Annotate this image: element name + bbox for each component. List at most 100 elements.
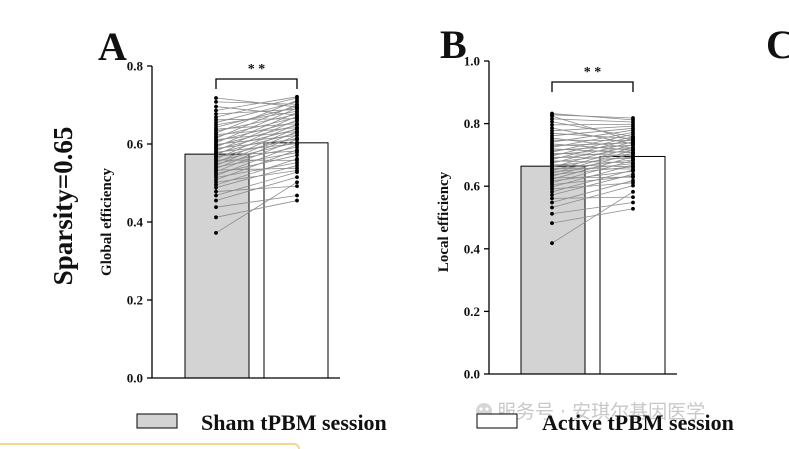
row-label: Sparsity=0.65 — [48, 127, 78, 286]
panel-b-pair-line — [551, 160, 634, 164]
panel-a-dot-sham — [214, 183, 218, 187]
panel-b-dot-active — [631, 175, 635, 180]
panel-b-pair-line — [551, 144, 634, 168]
panel-b-dot-sham — [550, 200, 554, 205]
panel-b-pair-line — [551, 167, 634, 170]
panel-b-dot-sham — [550, 196, 554, 201]
panel-b-dot-active — [631, 160, 635, 165]
panel-a-significance-stars: * * — [248, 62, 266, 77]
panel-a-dot-sham — [214, 104, 218, 109]
panel-a-pair-line — [215, 123, 298, 130]
panel-a-pair-line — [215, 167, 298, 171]
panel-a: A Global efficiency 0.0 0.2 0.4 0.6 0.8 * * — [98, 24, 340, 386]
panel-a-pair-line — [215, 97, 298, 108]
panel-b-dot-active — [631, 153, 635, 158]
panel-a-pair-line — [215, 123, 298, 160]
panel-b-dot-sham — [550, 122, 554, 127]
panel-a-y-tick-label: 0.0 — [127, 371, 143, 386]
panel-b-pair-line — [551, 141, 634, 164]
panel-b-pair-line — [551, 182, 634, 190]
panel-b-pair-line — [551, 152, 634, 156]
panel-b-dot-active — [631, 195, 635, 200]
panel-b-y-tick-label: 0.0 — [464, 367, 480, 382]
panel-b-pair-line — [551, 121, 634, 138]
panel-a-pair-line — [215, 119, 298, 156]
panel-b-pair-line — [551, 148, 634, 154]
panel-a-pair-line — [215, 127, 298, 164]
panel-a-pair-line — [215, 135, 298, 145]
panel-b-pair-line — [551, 163, 634, 173]
panel-b-pair-line — [551, 185, 634, 208]
panel-a-pair-line — [215, 97, 298, 118]
panel-a-pair-line — [215, 170, 298, 183]
panel-a-pair-line — [215, 195, 298, 208]
panel-b-y-tick-label: 0.8 — [464, 116, 481, 131]
panel-a-dot-active — [295, 133, 299, 138]
panel-b-dot-sham — [550, 205, 554, 210]
legend-swatch-active — [476, 413, 518, 429]
panel-a-dot-sham — [214, 120, 218, 125]
panel-b-pair-line — [551, 127, 634, 145]
panel-b-pair-line — [551, 118, 634, 123]
panel-a-pair-line — [215, 181, 298, 234]
panel-b-dot-active — [631, 134, 635, 139]
panel-b-pair-line — [551, 138, 634, 160]
panel-a-dot-active — [295, 175, 299, 180]
panel-a-pair-line — [215, 131, 298, 141]
panel-b-y-tick-label: 0.6 — [464, 179, 481, 194]
panel-b-pair-line — [551, 147, 634, 172]
panel-c-label: C — [766, 22, 789, 67]
wechat-icon-eye-right — [485, 407, 489, 411]
legend-label-active: Active tPBM session — [542, 410, 734, 435]
panel-b-dot-sham — [550, 119, 554, 124]
panel-b-dot-sham — [550, 117, 554, 121]
panel-b-dot-sham — [550, 241, 554, 246]
panel-a-pair-line — [215, 154, 298, 175]
panel-a-significance-bracket — [215, 78, 298, 89]
panel-a-dot-active — [295, 184, 299, 189]
panel-a-pair-line — [215, 171, 298, 196]
panel-b-y-tick-label: 0.2 — [464, 304, 480, 319]
panel-a-dot-active — [295, 105, 299, 109]
panel-b-pair-line — [551, 159, 634, 171]
legend-label-sham: Sham tPBM session — [201, 410, 387, 435]
panel-a-pair-line — [215, 200, 298, 218]
panel-a-dot-active — [295, 198, 299, 203]
panel-a-y-tick-label: 0.4 — [127, 215, 144, 230]
panel-b-pair-line — [551, 156, 634, 160]
panel-a-pair-line — [215, 106, 298, 116]
panel-a-dot-sham — [214, 215, 218, 220]
panel-a-dot-active — [295, 129, 299, 134]
watermark-text: 服务号 · 安琪尔基因医学 — [497, 401, 705, 423]
panel-b-dot-active — [631, 156, 635, 161]
panel-a-dot-sham — [214, 185, 218, 190]
panel-b-pair-line — [551, 164, 634, 168]
panel-b-dot-active — [631, 200, 635, 205]
panel-a-dot-active — [295, 180, 299, 185]
panel-a-pair-line — [215, 115, 298, 152]
panel-a-dot-sham — [214, 108, 218, 113]
panel-a-dot-sham — [214, 189, 218, 194]
bottom-card-edge — [0, 443, 300, 449]
panel-b-pair-line — [551, 208, 634, 224]
panel-a-dot-active — [295, 166, 299, 171]
panel-a-pair-line — [215, 108, 298, 115]
panel-a-pair-line — [215, 146, 298, 165]
panel-b-pair-line — [551, 136, 634, 157]
panel-a-dot-active — [295, 102, 299, 107]
legend: Sham tPBM session Active tPBM session — [136, 410, 734, 435]
panel-b-pair-line — [551, 196, 634, 199]
panel-b-dot-active — [631, 164, 635, 169]
panel-b-pair-line — [551, 143, 634, 151]
panel-b-dot-active — [631, 138, 635, 143]
panel-a-dot-active — [295, 116, 299, 121]
panel-a-dot-active — [295, 113, 299, 118]
panel-a-pair-line — [215, 132, 298, 154]
panel-b-pair-line — [551, 180, 634, 203]
panel-b-dot-sham — [550, 211, 554, 216]
panel-b-pair-line — [551, 191, 634, 244]
panel-a-dot-active — [295, 141, 299, 146]
panel-b-dot-sham — [550, 193, 554, 197]
panel-b-dot-active — [631, 180, 635, 185]
